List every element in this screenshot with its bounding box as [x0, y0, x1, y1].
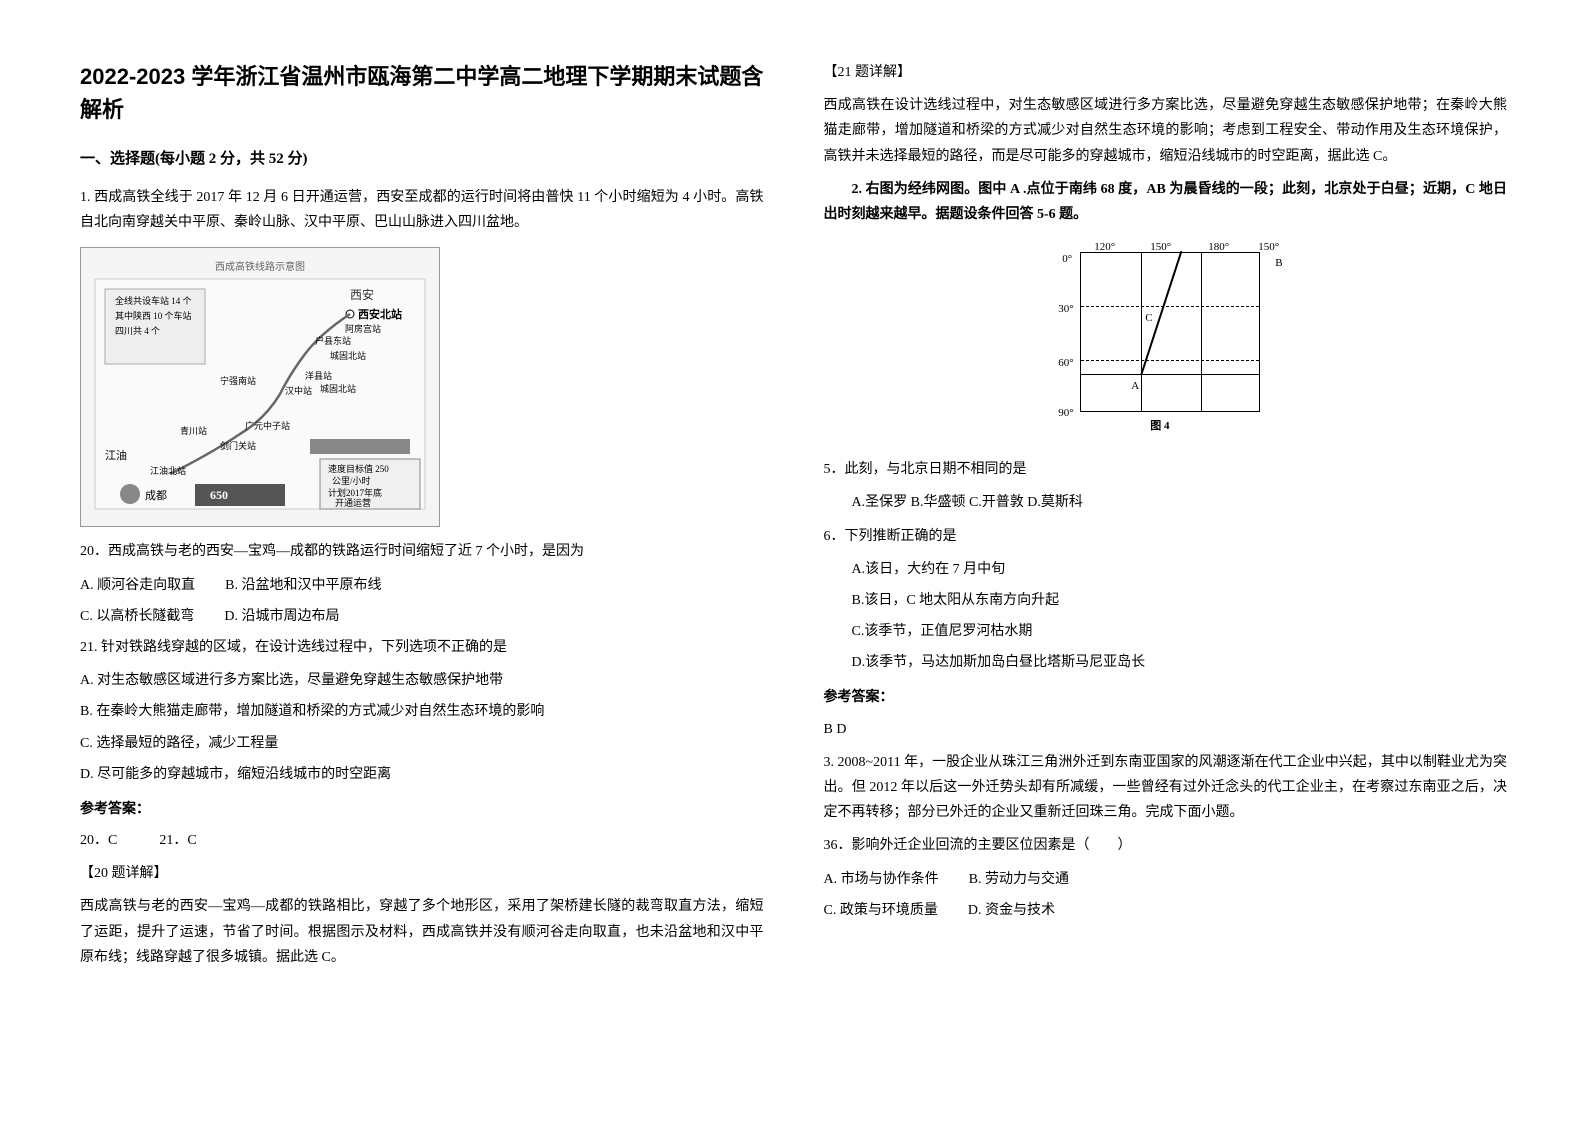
svg-text:成都: 成都	[145, 489, 167, 502]
ref-answer-label-1: 参考答案：	[80, 797, 764, 822]
ylabel-0: 0°	[1062, 250, 1072, 270]
vline-1	[1141, 253, 1142, 411]
svg-text:汉中站: 汉中站	[285, 385, 312, 396]
latitude-chart: C A 120° 150° 180° 150° B 0° 30° 60° 90°…	[1050, 242, 1280, 442]
svg-text:全线共设车站 14 个: 全线共设车站 14 个	[115, 295, 192, 306]
q2-intro: 2. 右图为经纬网图。图中 A .点位于南纬 68 度，AB 为晨昏线的一段；此…	[824, 177, 1508, 227]
xlabel-2: 180°	[1208, 238, 1229, 258]
explain21-text: 西成高铁在设计选线过程中，对生态敏感区域进行多方案比选，尽量避免穿越生态敏感保护…	[824, 93, 1508, 169]
q6-text: 6．下列推断正确的是	[824, 524, 1508, 549]
ylabel-2: 60°	[1058, 354, 1073, 374]
q20-opts-ab: A. 顺河谷走向取直 B. 沿盆地和汉中平原布线	[80, 573, 764, 598]
vline-2	[1201, 253, 1202, 411]
svg-text:650: 650	[210, 488, 228, 502]
q5-opts: A.圣保罗 B.华盛顿 C.开普敦 D.莫斯科	[824, 490, 1508, 515]
svg-text:阿房宫站: 阿房宫站	[345, 323, 381, 334]
q6-opt-a: A.该日，大约在 7 月中旬	[824, 557, 1508, 582]
q36-opts-ab: A. 市场与协作条件 B. 劳动力与交通	[824, 867, 1508, 892]
svg-text:计划2017年底: 计划2017年底	[328, 487, 382, 498]
explain21-label: 【21 题详解】	[824, 60, 1508, 85]
svg-text:开通运营: 开通运营	[335, 497, 371, 508]
svg-text:城固北站: 城固北站	[320, 383, 356, 394]
svg-text:城固北站: 城固北站	[330, 350, 366, 361]
svg-text:西安北站: 西安北站	[358, 307, 402, 321]
section-heading: 一、选择题(每小题 2 分，共 52 分)	[80, 146, 764, 173]
q21-opt-b: B. 在秦岭大熊猫走廊带，增加隧道和桥梁的方式减少对自然生态环境的影响	[80, 699, 764, 724]
q36-opts-cd: C. 政策与环境质量 D. 资金与技术	[824, 898, 1508, 923]
svg-text:四川共 4 个: 四川共 4 个	[115, 326, 160, 336]
xlabel-1: 150°	[1150, 238, 1171, 258]
q3-intro: 3. 2008~2011 年，一股企业从珠江三角洲外迁到东南亚国家的风潮逐渐在代…	[824, 750, 1508, 826]
q6-opt-c: C.该季节，正值尼罗河枯水期	[824, 619, 1508, 644]
svg-text:公里/小时: 公里/小时	[332, 475, 371, 486]
q6-opt-b: B.该日，C 地太阳从东南方向升起	[824, 588, 1508, 613]
q1-intro: 1. 西成高铁全线于 2017 年 12 月 6 日开通运营，西安至成都的运行时…	[80, 185, 764, 235]
point-a: A	[1131, 377, 1139, 397]
svg-text:户县东站: 户县东站	[315, 335, 351, 346]
svg-text:青川站: 青川站	[180, 425, 207, 436]
q20-opt-b: B. 沿盆地和汉中平原布线	[225, 573, 381, 598]
hline-1	[1081, 306, 1259, 307]
q21-opt-c: C. 选择最短的路径，减少工程量	[80, 731, 764, 756]
right-column: 【21 题详解】 西成高铁在设计选线过程中，对生态敏感区域进行多方案比选，尽量避…	[824, 60, 1508, 1062]
q20-opt-c: C. 以高桥长隧截弯	[80, 604, 194, 629]
point-c: C	[1145, 309, 1152, 329]
ans-5-6: B D	[824, 717, 1508, 742]
q21-opt-d: D. 尽可能多的穿越城市，缩短沿线城市的时空距离	[80, 762, 764, 787]
q20-opt-d: D. 沿城市周边布局	[224, 604, 339, 629]
q20-opts-cd: C. 以高桥长隧截弯 D. 沿城市周边布局	[80, 604, 764, 629]
svg-text:广元中子站: 广元中子站	[245, 420, 290, 431]
q21-text: 21. 针对铁路线穿越的区域，在设计选线过程中，下列选项不正确的是	[80, 635, 764, 660]
q21-opt-a: A. 对生态敏感区域进行多方案比选，尽量避免穿越生态敏感保护地带	[80, 668, 764, 693]
explain20-label: 【20 题详解】	[80, 861, 764, 886]
q36-opt-b: B. 劳动力与交通	[969, 867, 1069, 892]
ans-20-21: 20．C 21．C	[80, 828, 764, 853]
svg-text:宁强南站: 宁强南站	[220, 375, 256, 386]
svg-text:速度目标值 250: 速度目标值 250	[328, 463, 389, 474]
q36-text: 36．影响外迁企业回流的主要区位因素是（ ）	[824, 833, 1508, 858]
hline-solid	[1081, 374, 1259, 375]
hline-2	[1081, 360, 1259, 361]
q36-opt-d: D. 资金与技术	[968, 898, 1055, 923]
q20-text: 20．西成高铁与老的西安—宝鸡—成都的铁路运行时间缩短了近 7 个小时，是因为	[80, 539, 764, 564]
point-b: B	[1275, 254, 1282, 274]
chart-caption: 图 4	[1150, 417, 1169, 437]
svg-text:剑门关站: 剑门关站	[220, 440, 256, 451]
ref-answer-label-2: 参考答案：	[824, 685, 1508, 710]
ylabel-1: 30°	[1058, 300, 1073, 320]
svg-text:西安: 西安	[350, 287, 374, 302]
explain20-text: 西成高铁与老的西安—宝鸡—成都的铁路相比，穿越了多个地形区，采用了架桥建长隧的裁…	[80, 894, 764, 970]
q6-opt-d: D.该季节，马达加斯加岛白昼比塔斯马尼亚岛长	[824, 650, 1508, 675]
q36-opt-c: C. 政策与环境质量	[824, 898, 938, 923]
svg-text:洋县站: 洋县站	[305, 370, 332, 381]
q36-opt-a: A. 市场与协作条件	[824, 867, 939, 892]
xlabel-0: 120°	[1094, 238, 1115, 258]
ylabel-3: 90°	[1058, 404, 1073, 424]
map-caption: 西成高铁线路示意图	[215, 261, 305, 274]
q5-text: 5．此刻，与北京日期不相同的是	[824, 457, 1508, 482]
svg-text:其中陕西 10 个车站: 其中陕西 10 个车站	[115, 310, 192, 321]
left-column: 2022-2023 学年浙江省温州市瓯海第二中学高二地理下学期期末试题含解析 一…	[80, 60, 764, 1062]
railway-map-figure: 西成高铁线路示意图 全线共设车站 14 个 其中陕西 10 个车站 四川共 4 …	[80, 247, 440, 527]
grid-box: C A	[1080, 252, 1260, 412]
exam-title: 2022-2023 学年浙江省温州市瓯海第二中学高二地理下学期期末试题含解析	[80, 60, 764, 126]
railway-map-svg: 全线共设车站 14 个 其中陕西 10 个车站 四川共 4 个 西安 西安北站 …	[90, 274, 430, 514]
q20-opt-a: A. 顺河谷走向取直	[80, 573, 195, 598]
svg-text:江油北站: 江油北站	[150, 465, 186, 476]
svg-text:江油: 江油	[105, 448, 127, 462]
